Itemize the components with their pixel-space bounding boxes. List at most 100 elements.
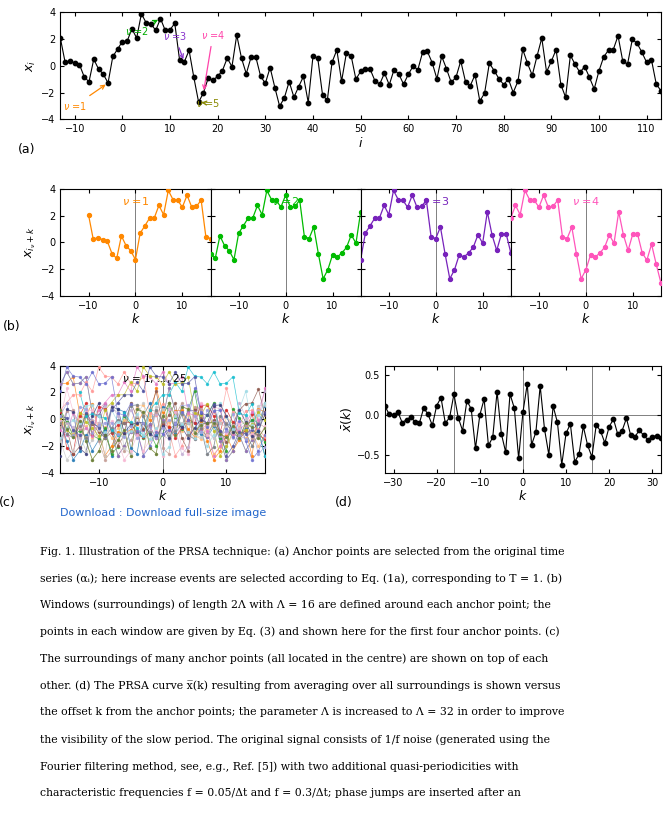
Point — [87, 413, 98, 426]
X-axis label: $k$: $k$ — [518, 489, 528, 503]
Point — [234, 429, 245, 442]
Point — [125, 385, 136, 398]
Point — [440, 416, 451, 430]
Point — [93, 425, 104, 438]
Point — [184, 44, 195, 57]
Point — [132, 432, 142, 445]
Point — [531, 425, 541, 438]
Point — [252, 199, 263, 212]
Point — [260, 413, 270, 426]
Point — [209, 440, 219, 453]
Point — [202, 425, 213, 438]
Point — [55, 410, 66, 423]
Point — [298, 70, 309, 83]
Point — [113, 440, 123, 453]
Point — [119, 405, 130, 418]
Point — [157, 389, 168, 402]
Point — [81, 404, 91, 417]
Point — [74, 444, 85, 457]
Point — [106, 399, 117, 412]
Point — [401, 413, 412, 426]
Point — [93, 403, 104, 416]
Point — [341, 46, 352, 59]
Point — [183, 360, 193, 373]
Point — [193, 95, 204, 108]
Point — [125, 449, 136, 462]
Point — [240, 416, 251, 430]
Point — [103, 77, 113, 90]
Point — [93, 397, 104, 410]
Point — [221, 431, 232, 444]
Point — [195, 418, 206, 431]
Point — [74, 420, 85, 433]
Point — [627, 33, 637, 46]
Point — [189, 382, 200, 395]
Point — [106, 424, 117, 437]
Point — [247, 426, 258, 439]
Point — [93, 433, 104, 446]
Point — [164, 423, 174, 436]
Point — [236, 51, 247, 64]
Point — [229, 253, 240, 267]
Point — [144, 425, 155, 438]
Point — [170, 430, 180, 443]
Point — [234, 421, 245, 434]
Point — [151, 405, 162, 418]
Point — [74, 424, 85, 437]
Point — [74, 58, 85, 71]
Y-axis label: $\bar{x}(k)$: $\bar{x}(k)$ — [339, 407, 354, 432]
Point — [631, 37, 642, 50]
Point — [260, 397, 270, 410]
Point — [562, 232, 572, 245]
Point — [183, 407, 193, 420]
Point — [151, 405, 162, 418]
Point — [151, 382, 162, 395]
Point — [183, 416, 193, 430]
Point — [87, 430, 98, 443]
Point — [393, 68, 404, 81]
Point — [293, 80, 304, 93]
Point — [55, 416, 66, 429]
Point — [527, 68, 537, 82]
Text: (b): (b) — [3, 319, 21, 333]
Point — [240, 423, 251, 436]
Point — [146, 17, 156, 30]
Point — [151, 409, 162, 422]
Point — [227, 405, 238, 418]
Point — [113, 396, 123, 409]
Point — [132, 427, 142, 440]
Point — [138, 370, 149, 383]
Point — [205, 247, 216, 260]
Point — [227, 418, 238, 431]
Point — [68, 453, 79, 466]
Point — [138, 416, 149, 430]
Point — [416, 200, 427, 213]
Point — [170, 416, 180, 430]
Point — [176, 421, 187, 434]
Point — [125, 396, 136, 409]
Point — [119, 389, 130, 402]
Point — [234, 425, 245, 438]
Point — [234, 431, 245, 444]
Text: Windows (surroundings) of length 2Λ with Λ = 16 are defined around each anchor p: Windows (surroundings) of length 2Λ with… — [40, 600, 551, 610]
Point — [176, 421, 187, 434]
Point — [240, 426, 251, 439]
Point — [164, 403, 174, 416]
Point — [138, 431, 149, 444]
Point — [144, 417, 155, 430]
Point — [74, 416, 85, 430]
Point — [97, 233, 108, 246]
Point — [509, 402, 519, 415]
Point — [584, 71, 595, 84]
Point — [393, 406, 403, 419]
Point — [215, 428, 225, 441]
Point — [460, 75, 471, 88]
Text: (c): (c) — [0, 496, 16, 509]
Point — [508, 86, 519, 99]
Point — [215, 440, 225, 453]
Point — [221, 440, 232, 453]
Point — [132, 410, 142, 423]
Point — [55, 403, 66, 416]
Point — [100, 397, 111, 410]
Point — [62, 365, 72, 378]
